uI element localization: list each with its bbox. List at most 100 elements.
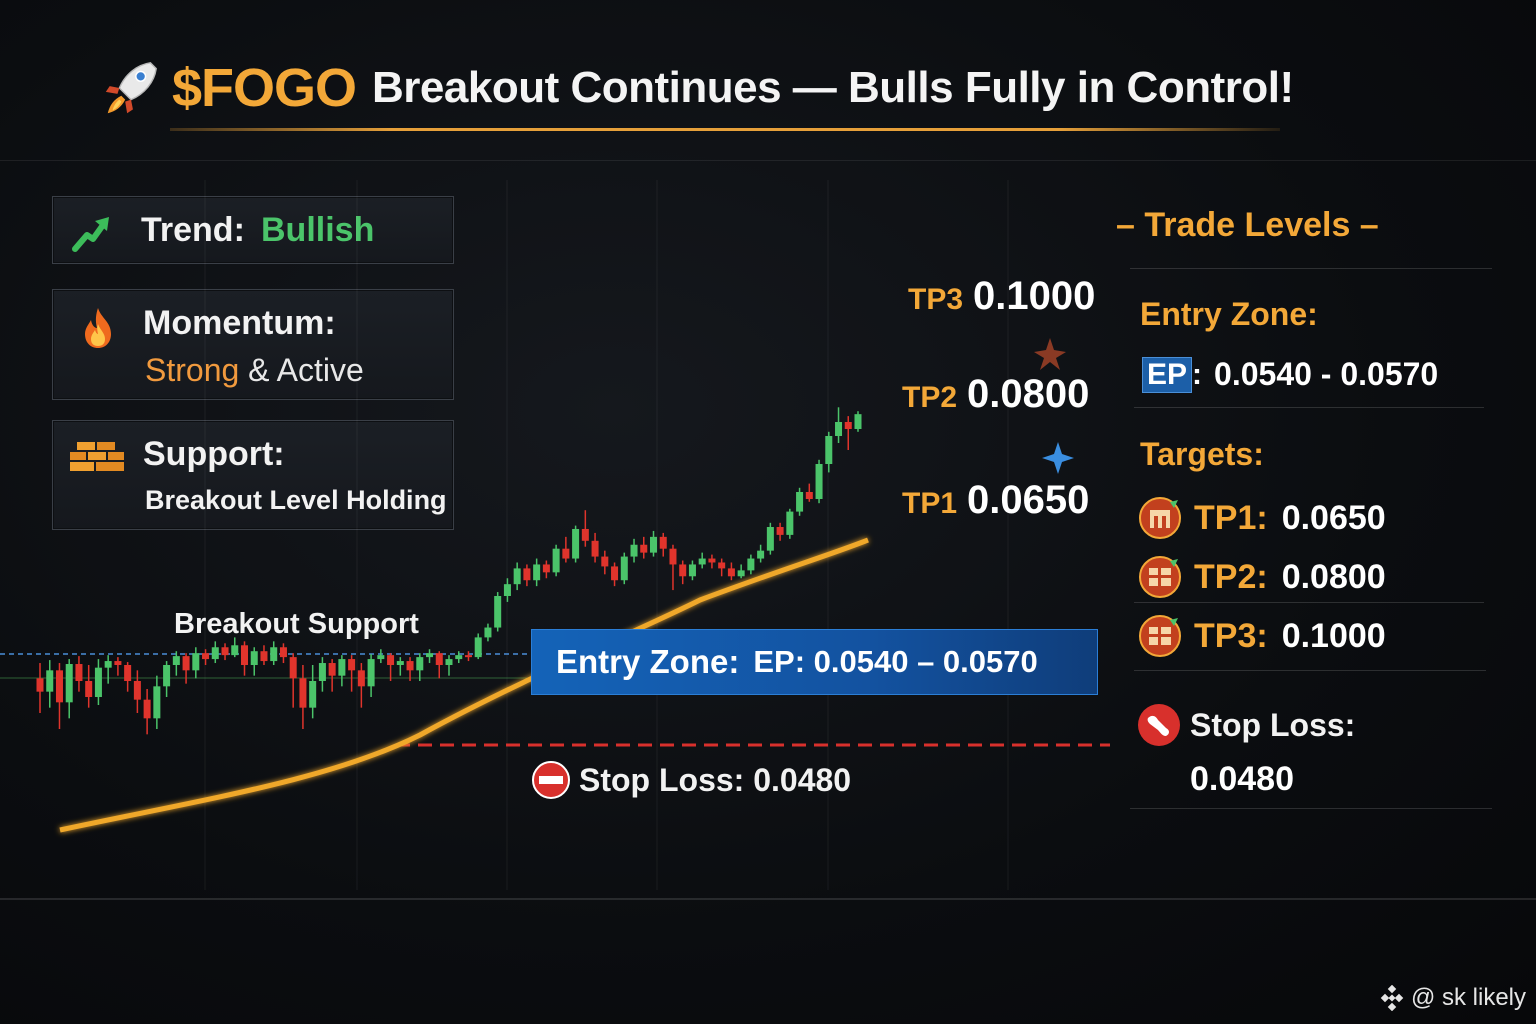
chart-grid [204, 180, 1009, 890]
candle-body [815, 464, 823, 499]
candle [104, 655, 112, 684]
candle [591, 532, 599, 563]
candle-body [766, 527, 774, 551]
target-tp2-value: 0.0800 [1281, 557, 1386, 596]
candle-body [36, 678, 44, 692]
candle-body [416, 657, 424, 671]
ticker-symbol: $FOGO [172, 58, 357, 118]
page-title: Breakout Continues — Bulls Fully in Cont… [372, 63, 1294, 112]
candle-body [523, 568, 531, 581]
candle-body [542, 564, 550, 573]
candle [601, 550, 609, 575]
candle-body [309, 681, 317, 708]
candle-body [357, 670, 365, 687]
target-tp3-icon [1139, 615, 1181, 657]
candle [348, 655, 356, 692]
candle [679, 560, 687, 585]
candle [406, 657, 414, 681]
candle-body [659, 536, 667, 549]
tp3-chart-label: TP3 0.1000 [908, 274, 1095, 319]
candle [250, 647, 258, 676]
candle [513, 562, 521, 591]
candle-body [533, 564, 541, 581]
candle-body [46, 670, 54, 692]
price-chart [0, 180, 1112, 890]
candle [231, 637, 239, 658]
candle-body [163, 665, 171, 687]
candle-body [474, 637, 482, 658]
candle [572, 525, 580, 563]
candle-body [143, 699, 151, 719]
candle [815, 459, 823, 504]
tp1-value: 0.0650 [967, 478, 1090, 522]
target-tp1-name: TP1: [1194, 498, 1268, 537]
candle [240, 641, 249, 676]
candle-body [698, 558, 706, 565]
sparkle-marker-icon [1042, 442, 1074, 474]
tp2-value: 0.0800 [967, 372, 1090, 416]
candle [484, 623, 492, 642]
support-value: Breakout Level Holding [145, 485, 447, 515]
binance-logo-icon [1380, 985, 1404, 1011]
panel-divider [1134, 602, 1484, 603]
support-label: Support: [143, 435, 285, 473]
target-tp1-value: 0.0650 [1281, 498, 1386, 537]
candle-body [455, 655, 463, 660]
candle [796, 487, 804, 516]
candlestick-series [36, 407, 862, 735]
candle-body [426, 653, 434, 658]
candle [435, 651, 443, 679]
candle-body [94, 667, 102, 697]
candle-body [630, 544, 638, 557]
candle-body [85, 681, 93, 697]
candle [786, 508, 794, 539]
fire-icon [85, 308, 111, 348]
stop-loss-value: 0.0480 [1190, 760, 1294, 798]
candle [474, 633, 482, 660]
candle [36, 663, 44, 713]
candle-body [591, 540, 599, 557]
candle [143, 689, 151, 735]
tp2-chart-label: TP2 0.0800 [902, 372, 1089, 417]
candle [211, 641, 219, 664]
trend-up-arrow-icon [72, 217, 109, 252]
candle-body [718, 562, 726, 569]
entry-banner-value: EP: 0.0540 – 0.0570 [753, 644, 1038, 679]
candle [766, 522, 774, 555]
candle-body [55, 670, 63, 703]
support-card: Support: Breakout Level Holding [52, 420, 454, 530]
candle-body [805, 492, 813, 499]
entry-zone-heading: Entry Zone: [1140, 296, 1318, 332]
candle-body [688, 564, 696, 577]
candle [835, 407, 843, 443]
candle-body [737, 570, 745, 577]
candle-body [435, 653, 443, 665]
candle-body [757, 550, 765, 559]
candle-body [727, 568, 735, 577]
candle-body [513, 568, 521, 585]
candle [377, 649, 385, 664]
brick-wall-icon [70, 442, 124, 471]
candle-body [396, 661, 404, 665]
candle [562, 536, 570, 563]
candle-body [377, 655, 385, 660]
candle-body [406, 661, 414, 671]
candle-body [552, 548, 560, 573]
stop-loss-row: Stop Loss: [1136, 702, 1355, 748]
tp3-tag: TP3 [908, 283, 964, 316]
support-trend-curve [59, 537, 869, 833]
tp2-tag: TP2 [902, 381, 958, 414]
candle [85, 665, 93, 708]
candle-body [387, 655, 395, 665]
no-entry-icon [532, 761, 570, 799]
candle [387, 653, 395, 681]
candle-body [328, 663, 336, 676]
candle-body [640, 544, 648, 553]
candle [844, 416, 852, 450]
candle [649, 530, 658, 557]
candle [854, 411, 862, 432]
candle-body [572, 528, 580, 559]
candle [416, 653, 424, 681]
candle [338, 655, 346, 687]
